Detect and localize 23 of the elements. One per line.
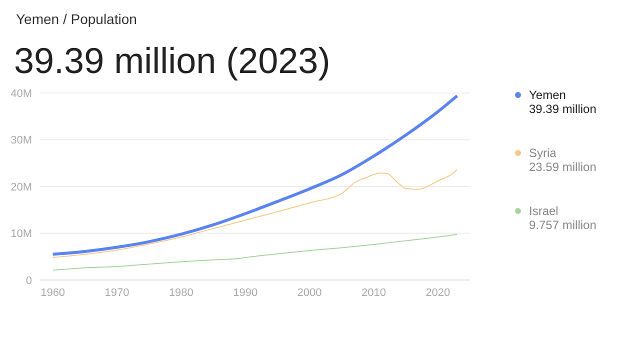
y-tick-label: 20M: [10, 181, 32, 194]
legend-label: Yemen: [529, 88, 567, 102]
line-series: [52, 234, 458, 271]
text: 39.39 million: [529, 102, 596, 116]
legend-label: Syria: [529, 146, 558, 160]
text: 9.757 million: [529, 218, 596, 232]
y-tick-label: 30M: [10, 134, 32, 147]
line-series: [51, 94, 459, 256]
y-tick-label: 10M: [10, 228, 32, 240]
x-tick-label: 2020: [426, 286, 450, 299]
x-tick-label: 1990: [233, 286, 258, 299]
chart-title: 39.39 million (2023): [14, 40, 330, 82]
x-tick-label: 2000: [297, 286, 322, 299]
x-tick-label: 1960: [40, 286, 66, 299]
y-tick-label: 40M: [10, 88, 32, 100]
x-tick-label: 1970: [104, 286, 130, 299]
x-tick-label: 2010: [361, 286, 386, 299]
x-tick-label: 1980: [168, 286, 194, 299]
y-tick-label: 0: [26, 274, 32, 287]
chart-subtitle: Yemen / Population: [16, 11, 137, 27]
legend-label: Israel: [529, 204, 560, 218]
line-series: [52, 169, 458, 258]
text: 23.59 million: [529, 160, 596, 174]
